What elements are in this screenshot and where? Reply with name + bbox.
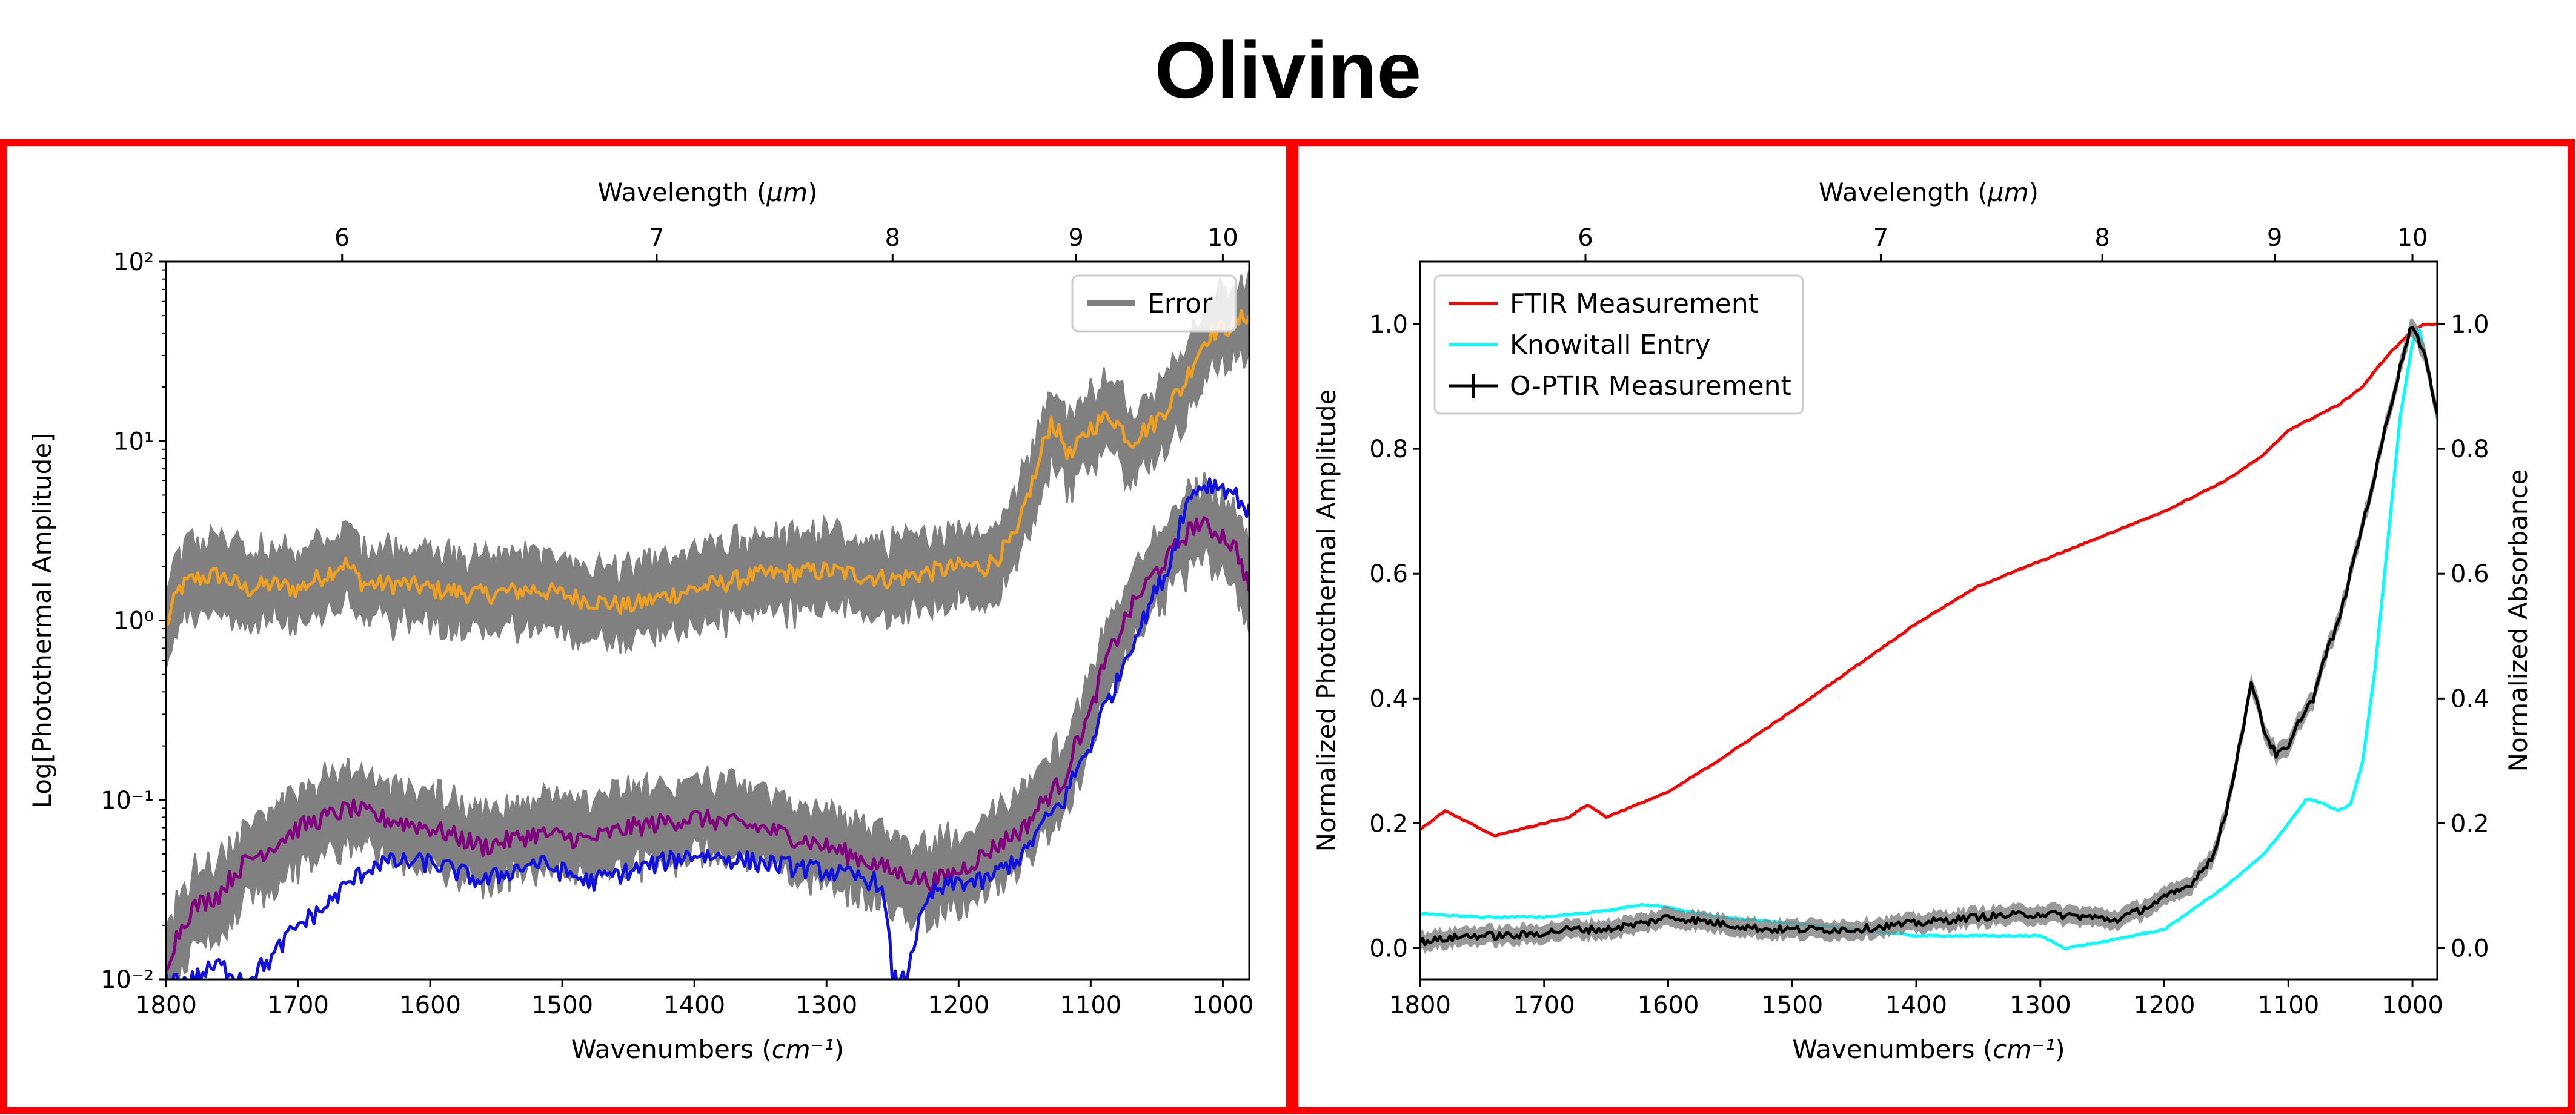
legend-label: FTIR Measurement bbox=[1510, 288, 1759, 319]
chart-left: 1800 1700 1600 1500 1400 1300 1200 1100 1000 Wave… bbox=[27, 177, 1253, 1064]
y-right-tick-label: 0.4 bbox=[2451, 685, 2489, 713]
x-tick-label: 1500 bbox=[1761, 991, 1823, 1019]
left-panel-frame bbox=[0, 139, 1293, 1114]
legend-label: Knowitall Entry bbox=[1510, 329, 1711, 360]
y-tick-label: 0.8 bbox=[1369, 435, 1408, 463]
y-tick-label: 10⁰ bbox=[113, 607, 154, 635]
y-tick-label: 10⁻² bbox=[101, 966, 154, 994]
legend: FTIR Measurement Knowitall Entry O-PTIR Me… bbox=[1433, 274, 1804, 415]
x-tick-label: 1500 bbox=[531, 991, 593, 1019]
series-line-blue bbox=[166, 477, 1249, 979]
x-tick-label: 1600 bbox=[1638, 991, 1699, 1019]
y-right-tick-label: 0.0 bbox=[2451, 935, 2489, 962]
top-tick-label: 6 bbox=[1578, 224, 1593, 252]
plot-area bbox=[166, 269, 1249, 979]
legend-label: O-PTIR Measurement bbox=[1510, 371, 1791, 402]
x-tick-label: 1700 bbox=[1513, 991, 1575, 1019]
top-tick-label: 7 bbox=[1873, 224, 1888, 252]
y-right-tick-label: 0.8 bbox=[2451, 435, 2489, 463]
y-right-axis-label: Normalized Absorbance bbox=[2503, 469, 2533, 772]
x-tick-label: 1800 bbox=[135, 991, 197, 1019]
y-tick-label: 0.0 bbox=[1369, 935, 1408, 962]
x-tick-label: 1000 bbox=[2382, 991, 2443, 1019]
y-tick-label: 10¹ bbox=[113, 428, 154, 455]
legend-box bbox=[1433, 274, 1804, 415]
y-tick-label: 10² bbox=[113, 248, 154, 276]
top-tick-label: 10 bbox=[2397, 224, 2428, 252]
x-tick-label: 1800 bbox=[1389, 991, 1451, 1019]
x-tick-label: 1100 bbox=[1060, 991, 1121, 1019]
y-tick-label: 1.0 bbox=[1369, 311, 1408, 339]
top-tick-label: 6 bbox=[334, 224, 350, 252]
plot-area bbox=[1420, 318, 2437, 955]
series-line-o-ptir-measurement bbox=[1420, 326, 2437, 947]
y-right-tick-label: 1.0 bbox=[2451, 311, 2489, 339]
top-tick-label: 9 bbox=[2267, 224, 2282, 252]
y-right-tick-label: 0.2 bbox=[2451, 810, 2489, 838]
x-axis-label: Wavenumbers (cm⁻¹) bbox=[1792, 1034, 2065, 1064]
page-title: Olivine bbox=[1154, 25, 1422, 114]
right-panel-frame bbox=[1291, 139, 2575, 1114]
x-tick-label: 1300 bbox=[795, 991, 857, 1019]
x-tick-label: 1600 bbox=[399, 991, 461, 1019]
top-axis-label: Wavelength (μm) bbox=[1819, 177, 2039, 207]
top-tick-label: 9 bbox=[1068, 224, 1083, 252]
y-tick-label: 0.6 bbox=[1369, 560, 1408, 588]
x-tick-label: 1400 bbox=[1885, 991, 1947, 1019]
y-axis-label: Normalized Photothermal Amplitude bbox=[1312, 389, 1341, 852]
series-line-orange bbox=[166, 309, 1249, 627]
top-axis-label: Wavelength (μm) bbox=[598, 177, 818, 207]
x-tick-label: 1000 bbox=[1192, 991, 1253, 1019]
top-tick-label: 8 bbox=[885, 224, 900, 252]
y-tick-label: 10⁻¹ bbox=[101, 787, 154, 815]
legend-label: Error bbox=[1147, 288, 1213, 319]
x-tick-label: 1100 bbox=[2257, 991, 2319, 1019]
x-tick-label: 1700 bbox=[267, 991, 329, 1019]
top-tick-label: 10 bbox=[1207, 224, 1238, 252]
x-tick-label: 1200 bbox=[2134, 991, 2196, 1019]
series-line-purple bbox=[166, 516, 1249, 973]
y-tick-label: 0.4 bbox=[1369, 685, 1408, 713]
series-line-knowitall-entry bbox=[1420, 326, 2437, 950]
chart-right: 1800 1700 1600 1500 1400 1300 1200 1100 1000 Wave… bbox=[1312, 177, 2533, 1064]
top-tick-label: 7 bbox=[649, 224, 664, 252]
y-right-tick-label: 0.6 bbox=[2451, 560, 2489, 588]
legend: Error bbox=[1071, 274, 1237, 333]
legend-box bbox=[1071, 274, 1237, 333]
axes-frame bbox=[1419, 260, 2438, 981]
series-line-ftir-measurement bbox=[1420, 322, 2437, 838]
x-axis-label: Wavenumbers (cm⁻¹) bbox=[571, 1034, 844, 1064]
y-axis-label: Log[Photothermal Amplitude] bbox=[27, 433, 57, 809]
y-tick-label: 0.2 bbox=[1369, 810, 1408, 838]
x-tick-label: 1300 bbox=[2010, 991, 2071, 1019]
x-tick-label: 1200 bbox=[928, 991, 989, 1019]
x-tick-label: 1400 bbox=[663, 991, 725, 1019]
top-tick-label: 8 bbox=[2094, 224, 2110, 252]
